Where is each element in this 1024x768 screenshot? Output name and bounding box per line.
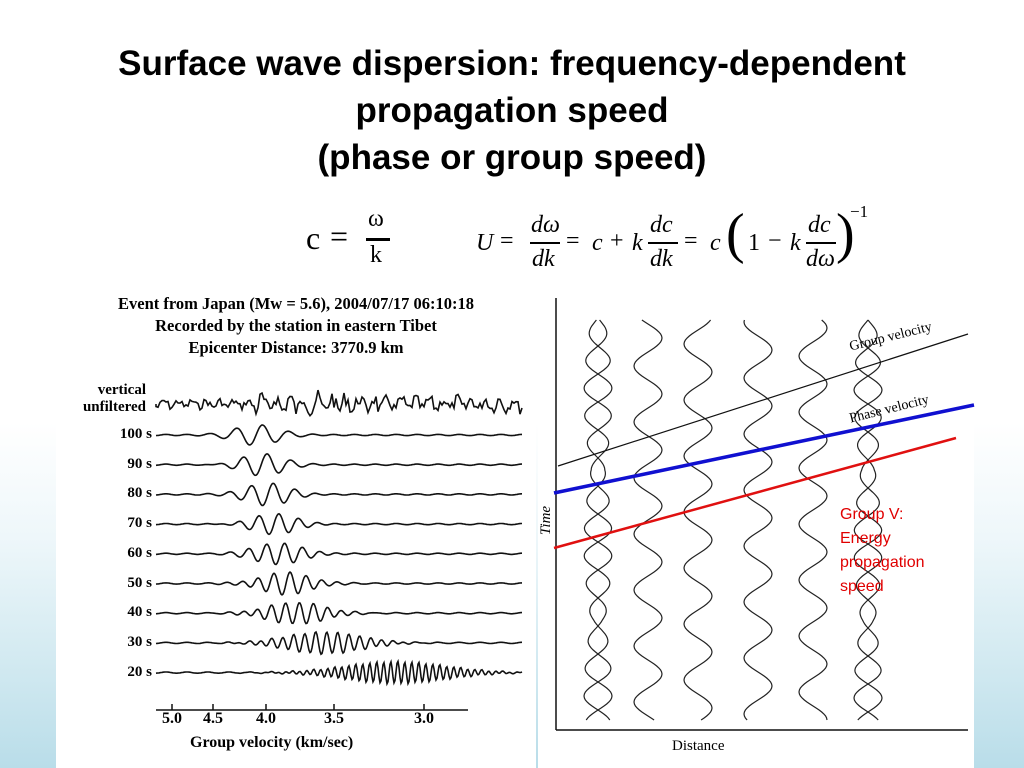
seismogram-figure: Event from Japan (Mw = 5.6), 2004/07/17 … (56, 290, 536, 768)
axis-tick-label: 3.5 (324, 710, 344, 727)
dispersion-wave-plot (553, 298, 975, 731)
eq2-plus: + (610, 228, 624, 254)
title-line-3: (phase or group speed) (317, 138, 707, 177)
eq2-f3-bar (806, 242, 836, 244)
eq2-rparen: ) (836, 203, 855, 265)
seismogram-header-2: Recorded by the station in eastern Tibet (155, 316, 437, 335)
eq2-c1: c (592, 230, 603, 256)
filtered-trace-line (155, 601, 522, 625)
wave-column (798, 319, 828, 721)
wave-column (583, 319, 613, 721)
seismogram-header-3: Epicenter Distance: 3770.9 km (188, 338, 404, 357)
slide-title: Surface wave dispersion: frequency-depen… (0, 40, 1024, 181)
eq1-equals: = (330, 218, 349, 254)
eq2-eq3: = (684, 228, 698, 254)
axis-tick-label: 4.0 (256, 710, 276, 727)
eq2-f1-bar (530, 242, 560, 244)
seismogram-traces (155, 389, 523, 711)
note-line-4: speed (840, 578, 884, 595)
title-line-2: propagation speed (355, 91, 669, 130)
title-line-1: Surface wave dispersion: frequency-depen… (118, 44, 906, 83)
axis-tick-label: 4.5 (203, 710, 223, 727)
eq1-denominator: k (370, 242, 382, 268)
raw-trace-label-1: vertical (97, 382, 146, 398)
eq2-f3-num: dc (808, 212, 831, 238)
eq2-eq2: = (566, 228, 580, 254)
trace-label: 100 s (119, 426, 152, 442)
eq2-one: 1 (748, 230, 760, 256)
wave-column (633, 319, 663, 721)
trace-label: 90 s (127, 455, 152, 472)
trace-label: 80 s (127, 485, 152, 502)
note-line-3: propagation (840, 554, 925, 571)
distance-axis-label: Distance (672, 738, 725, 754)
eq2-k1: k (632, 230, 643, 256)
note-line-1: Group V: (840, 506, 904, 523)
raw-trace-label-2: unfiltered (82, 399, 146, 415)
group-velocity-line (557, 333, 969, 467)
eq2-eq1: = (500, 228, 514, 254)
group-velocity-note: Group V: Energy propagation speed (840, 503, 970, 599)
trace-label: 30 s (127, 633, 152, 650)
energy-propagation-line (553, 436, 957, 550)
filtered-trace-line (155, 453, 522, 477)
eq2-f1-num: dω (531, 212, 560, 238)
filtered-trace-line (155, 482, 522, 507)
eq1-fraction-bar (366, 238, 390, 241)
eq2-U: U (476, 230, 494, 256)
eq2-lparen: ( (726, 203, 745, 265)
filtered-trace-line (155, 512, 522, 536)
filtered-trace-line (155, 658, 523, 687)
eq2-c2: c (710, 230, 721, 256)
trace-label: 20 s (127, 663, 152, 680)
eq2-f1-den: dk (532, 246, 555, 272)
wave-column (853, 319, 883, 721)
filtered-trace-line (155, 424, 522, 446)
trace-label: 50 s (127, 574, 152, 591)
wave-column-envelope (583, 319, 613, 721)
filtered-trace-line (155, 571, 522, 596)
group-velocity-equation: U = dω dk = c + k dc dk = c ( 1 − k dc d… (452, 184, 876, 288)
eq2-f2-num: dc (650, 212, 673, 238)
eq2-f3-den: dω (806, 246, 835, 272)
filtered-trace-line (155, 630, 522, 656)
axis-tick-label: 3.0 (414, 710, 434, 727)
eq2-exponent: −1 (850, 202, 869, 221)
note-line-2: Energy (840, 530, 891, 547)
wave-column (683, 319, 713, 721)
phase-velocity-equation: c = ω k (296, 204, 396, 272)
trace-label: 40 s (127, 604, 152, 621)
wave-column-envelope (853, 319, 883, 721)
eq2-k2: k (790, 230, 801, 256)
eq2-f2-den: dk (650, 246, 673, 272)
filtered-trace-line (155, 542, 522, 566)
axis-tick-label: 5.0 (162, 710, 182, 727)
trace-label: 70 s (127, 515, 152, 532)
phase-velocity-line (553, 403, 975, 495)
trace-label: 60 s (127, 544, 152, 561)
eq1-lhs: c (306, 220, 321, 256)
wave-column (743, 319, 773, 721)
eq2-minus: − (768, 228, 782, 254)
eq2-f2-bar (648, 242, 678, 244)
raw-trace-line (155, 389, 523, 418)
eq1-numerator: ω (368, 206, 384, 232)
group-velocity-axis-title: Group velocity (km/sec) (190, 734, 354, 751)
dispersion-diagram: Time Distance Group velocity Phase veloc… (538, 290, 975, 768)
seismogram-header-1: Event from Japan (Mw = 5.6), 2004/07/17 … (117, 294, 475, 313)
time-axis-label: Time (538, 505, 555, 536)
